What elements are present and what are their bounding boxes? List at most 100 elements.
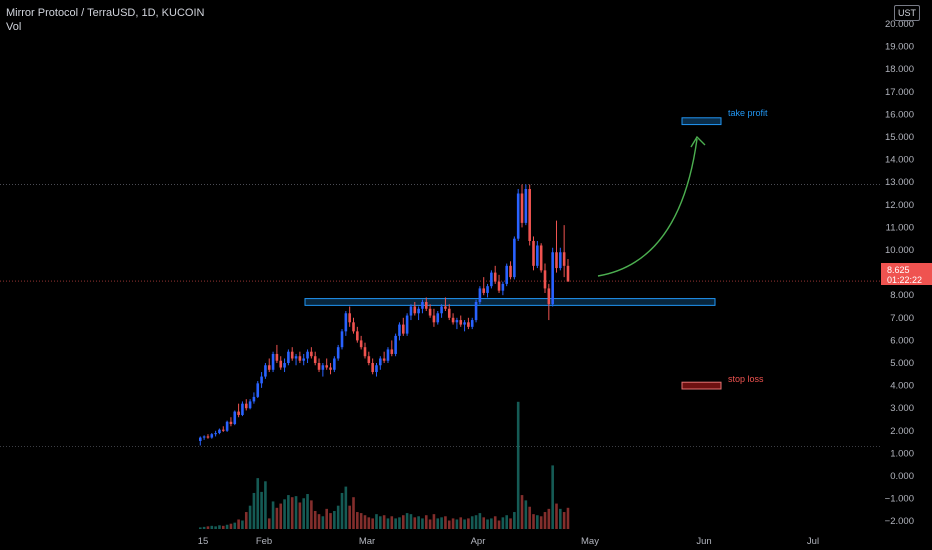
candle-body bbox=[486, 286, 489, 293]
y-tick-label: 15.000 bbox=[885, 132, 914, 143]
volume-bars bbox=[199, 401, 570, 529]
candle-body bbox=[221, 429, 225, 431]
y-tick-label: 14.000 bbox=[885, 155, 914, 166]
candle-body bbox=[359, 340, 363, 348]
volume-bar bbox=[356, 512, 359, 529]
candle-body bbox=[539, 245, 543, 271]
volume-bar bbox=[325, 508, 328, 529]
volume-bar bbox=[562, 512, 566, 529]
volume-bar bbox=[417, 516, 420, 529]
volume-bar bbox=[260, 491, 263, 529]
volume-bar bbox=[382, 515, 386, 529]
candle-body bbox=[218, 429, 221, 434]
volume-bar bbox=[467, 518, 470, 529]
volume-bar bbox=[482, 517, 486, 529]
target-arrow bbox=[597, 138, 698, 277]
volume-bar bbox=[329, 513, 332, 529]
volume-bar bbox=[478, 513, 482, 529]
take-profit-label: take profit bbox=[728, 108, 768, 118]
volume-bar bbox=[221, 525, 225, 529]
volume-bar bbox=[287, 495, 290, 529]
volume-bar bbox=[409, 514, 413, 529]
volume-bar bbox=[440, 517, 443, 529]
candle-body bbox=[470, 320, 474, 327]
currency-button[interactable]: UST bbox=[894, 5, 920, 21]
y-tick-label: 5.000 bbox=[890, 358, 914, 369]
candle-body bbox=[566, 265, 570, 282]
volume-bar bbox=[348, 505, 351, 529]
candles bbox=[199, 184, 570, 446]
candle-body bbox=[478, 288, 482, 302]
candle-body bbox=[440, 306, 443, 314]
candle-body bbox=[233, 411, 237, 425]
price-tag-countdown: 01:22:22 bbox=[887, 275, 922, 285]
candle-body bbox=[493, 272, 497, 282]
candle-body bbox=[225, 421, 229, 431]
volume-bar bbox=[290, 497, 294, 529]
volume-bar bbox=[218, 525, 221, 529]
candle-body bbox=[467, 322, 470, 327]
volume-bar bbox=[237, 519, 240, 529]
volume-bar bbox=[470, 516, 474, 529]
candle-body bbox=[298, 356, 302, 361]
y-tick-label: 4.000 bbox=[890, 381, 914, 392]
candle-body bbox=[371, 363, 374, 373]
volume-bar bbox=[516, 401, 520, 529]
volume-bar bbox=[432, 514, 436, 529]
volume-bar bbox=[267, 518, 271, 529]
volume-bar bbox=[199, 527, 202, 529]
volume-bar bbox=[539, 516, 543, 529]
volume-indicator-label[interactable]: Vol bbox=[6, 21, 22, 33]
y-tick-label: 20.000 bbox=[885, 19, 914, 30]
volume-bar bbox=[398, 517, 401, 529]
candle-body bbox=[340, 331, 344, 348]
candle-body bbox=[463, 322, 466, 325]
volume-bar bbox=[310, 500, 313, 529]
price-tag bbox=[881, 263, 932, 285]
candle-body bbox=[509, 265, 512, 278]
volume-bar bbox=[206, 526, 210, 529]
volume-bar bbox=[248, 505, 252, 529]
volume-bar bbox=[275, 507, 279, 529]
candle-body bbox=[386, 349, 390, 361]
y-tick-label: 11.000 bbox=[886, 222, 914, 233]
y-tick-label: 13.000 bbox=[885, 177, 914, 188]
candle-body bbox=[520, 193, 524, 223]
candle-body bbox=[379, 358, 382, 366]
candle-body bbox=[398, 324, 401, 336]
candle-body bbox=[367, 356, 371, 363]
x-tick-label: Mar bbox=[359, 536, 375, 547]
support-zone bbox=[304, 298, 716, 306]
y-tick-label: 1.000 bbox=[890, 448, 914, 459]
candle-body bbox=[421, 301, 424, 309]
candle-body bbox=[248, 401, 252, 409]
volume-bar bbox=[528, 506, 531, 529]
volume-bar bbox=[225, 524, 229, 529]
y-tick-label: 3.000 bbox=[890, 403, 914, 414]
candle-body bbox=[424, 301, 428, 309]
candle-body bbox=[375, 365, 378, 373]
volume-bar bbox=[352, 497, 355, 529]
candle-body bbox=[409, 306, 413, 316]
volume-bar bbox=[505, 515, 508, 529]
candle-body bbox=[329, 367, 332, 370]
volume-bar bbox=[279, 503, 283, 529]
volume-bar bbox=[394, 518, 397, 529]
volume-bar bbox=[252, 492, 256, 529]
volume-bar bbox=[493, 516, 497, 529]
candle-body bbox=[562, 252, 566, 266]
volume-bar bbox=[264, 481, 267, 529]
candle-body bbox=[348, 313, 351, 323]
y-tick-label: −1.000 bbox=[885, 494, 914, 505]
volume-bar bbox=[559, 508, 562, 529]
volume-bar bbox=[210, 525, 214, 529]
candle-body bbox=[206, 436, 210, 438]
stop-loss-label: stop loss bbox=[728, 374, 764, 384]
volume-bar bbox=[524, 500, 528, 529]
candle-body bbox=[543, 270, 547, 289]
candle-body bbox=[267, 365, 271, 370]
chart-grid bbox=[0, 184, 881, 447]
candle-body bbox=[275, 353, 279, 361]
candle-body bbox=[344, 313, 348, 332]
volume-bar bbox=[536, 515, 539, 529]
